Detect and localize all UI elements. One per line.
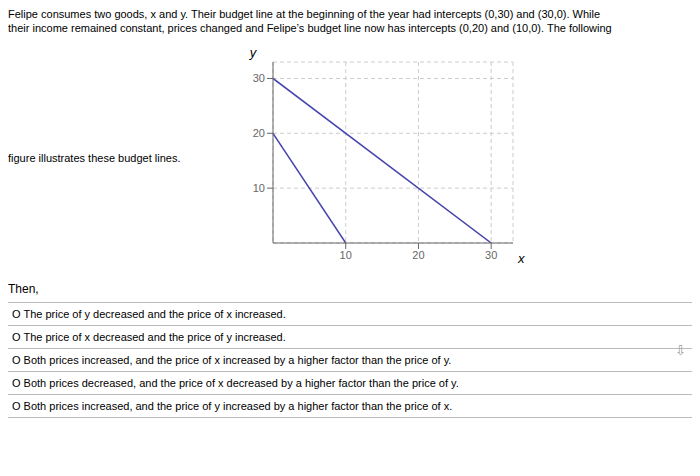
svg-text:x: x — [517, 251, 525, 266]
html-text:O The price of x decreased and: O The price of x decreased and the price… — [12, 331, 286, 343]
svg-text:20: 20 — [253, 127, 265, 139]
svg-text:10: 10 — [340, 249, 352, 261]
html-text:Then,: Then, — [8, 282, 39, 296]
html-text:their income remained constant: their income remained constant, prices c… — [8, 22, 612, 34]
html-text:O Both prices decreased, and t: O Both prices decreased, and the price o… — [12, 377, 459, 389]
html-text:O Both prices increased, and t: O Both prices increased, and the price o… — [12, 354, 452, 366]
svg-text:30: 30 — [253, 72, 265, 84]
svg-text:30: 30 — [485, 249, 497, 261]
html-text:Felipe consumes two goods, x a: Felipe consumes two goods, x and y. Thei… — [8, 8, 601, 20]
html-text:O Both prices increased, and t: O Both prices increased, and the price o… — [12, 400, 453, 412]
html-text:O The price of y decreased and: O The price of y decreased and the price… — [12, 308, 286, 320]
svg-text:10: 10 — [253, 182, 265, 194]
svg-text:20: 20 — [412, 249, 424, 261]
svg-text:y: y — [249, 45, 258, 60]
html-text:figure illustrates these budge: figure illustrates these budget lines. — [8, 152, 181, 164]
